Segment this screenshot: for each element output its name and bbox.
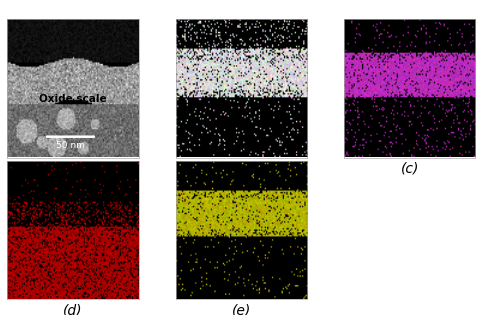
X-axis label: (b): (b) [232,162,251,176]
X-axis label: (d): (d) [63,303,83,315]
Text: Oxide scale: Oxide scale [39,94,107,104]
Text: 50 nm: 50 nm [56,140,85,150]
X-axis label: (e): (e) [232,303,251,315]
X-axis label: (a): (a) [63,162,83,176]
X-axis label: (c): (c) [400,162,419,176]
